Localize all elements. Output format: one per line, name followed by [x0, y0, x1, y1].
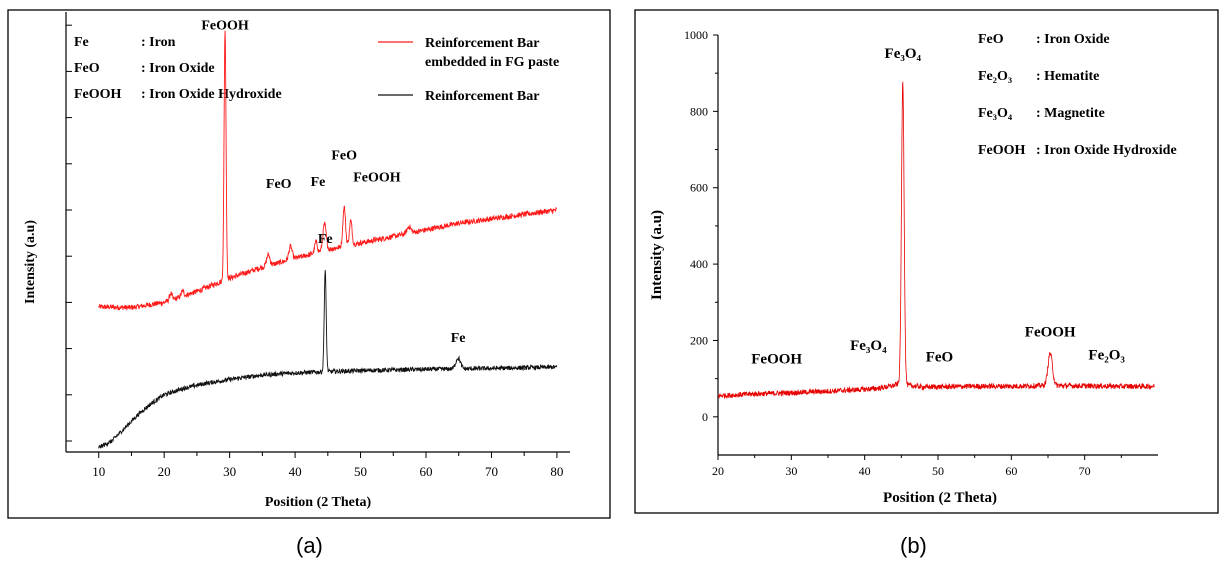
b-y-tick-label: 200: [690, 333, 708, 347]
b-key-name: : Iron Oxide: [1036, 32, 1110, 47]
a-x-tick-label: 10: [92, 464, 105, 479]
b-x-tick-label: 20: [712, 464, 724, 478]
b-y-tick-label: 800: [690, 104, 708, 118]
a-peak-label: Fe: [318, 232, 333, 247]
a-peak-label: FeO: [266, 177, 292, 192]
panel-a-frame: [7, 9, 611, 519]
panel-tag-b: (b): [900, 533, 927, 558]
b-key-abbr: FeO: [978, 32, 1004, 47]
b-x-tick-label: 70: [1079, 464, 1091, 478]
a-key-name: : Iron Oxide: [141, 61, 215, 76]
a-peak-label: FeOOH: [201, 19, 249, 34]
a-peak-label: FeO: [331, 148, 357, 163]
b-y-tick-label: 600: [690, 181, 708, 195]
b-key-abbr: FeOOH: [978, 143, 1026, 158]
a-x-axis-label: Position (2 Theta): [265, 495, 372, 510]
b-x-axis-label: Position (2 Theta): [883, 490, 997, 506]
a-y-axis-label: Intensity (a.u): [23, 220, 38, 304]
a-peak-label: FeOOH: [353, 170, 401, 185]
b-peak-label: Fe₃O₄: [850, 338, 887, 354]
a-legend-label: embedded in FG paste: [425, 55, 559, 70]
b-peak-label: FeOOH: [1025, 325, 1076, 341]
a-key-name: : Iron Oxide Hydroxide: [141, 87, 282, 102]
b-key-abbr: Fe₂O₃: [978, 69, 1012, 84]
b-key-name: : Iron Oxide Hydroxide: [1036, 143, 1177, 158]
b-x-tick-label: 60: [1005, 464, 1017, 478]
b-key-name: : Magnetite: [1036, 106, 1105, 121]
b-peak-label: FeO: [926, 349, 954, 365]
a-legend-label: Reinforcement Bar: [425, 89, 539, 104]
b-y-axis-label: Intensity (a.u): [649, 210, 665, 300]
b-x-tick-label: 30: [785, 464, 797, 478]
a-x-tick-label: 30: [223, 464, 236, 479]
a-key-abbr: FeOOH: [74, 87, 122, 102]
a-x-tick-label: 80: [550, 464, 563, 479]
a-peak-label: Fe: [451, 331, 466, 346]
b-y-tick-label: 1000: [684, 28, 708, 42]
b-x-tick-label: 40: [859, 464, 871, 478]
panel-b-frame: [634, 9, 1219, 514]
b-peak-label: Fe₃O₄: [885, 46, 922, 62]
panel-tag-a: (a): [296, 533, 323, 558]
a-x-tick-label: 70: [485, 464, 498, 479]
a-key-abbr: Fe: [74, 35, 89, 50]
a-x-tick-label: 60: [420, 464, 433, 479]
a-x-tick-label: 40: [289, 464, 302, 479]
b-y-tick-label: 0: [702, 410, 708, 424]
b-y-tick-label: 400: [690, 257, 708, 271]
a-key-abbr: FeO: [74, 61, 100, 76]
b-peak-label: FeOOH: [751, 351, 802, 367]
b-peak-label: Fe₂O₃: [1088, 348, 1125, 364]
a-series-line-1: [98, 269, 558, 449]
b-series-line-0: [717, 81, 1155, 400]
a-key-name: : Iron: [141, 35, 176, 50]
a-x-tick-label: 20: [158, 464, 171, 479]
b-x-tick-label: 50: [932, 464, 944, 478]
a-series-line-0: [98, 30, 558, 311]
a-legend-label: Reinforcement Bar: [425, 36, 539, 51]
b-key-abbr: Fe₃O₄: [978, 106, 1013, 121]
b-key-name: : Hematite: [1036, 69, 1099, 84]
a-peak-label: Fe: [311, 175, 326, 190]
a-x-tick-label: 50: [354, 464, 367, 479]
